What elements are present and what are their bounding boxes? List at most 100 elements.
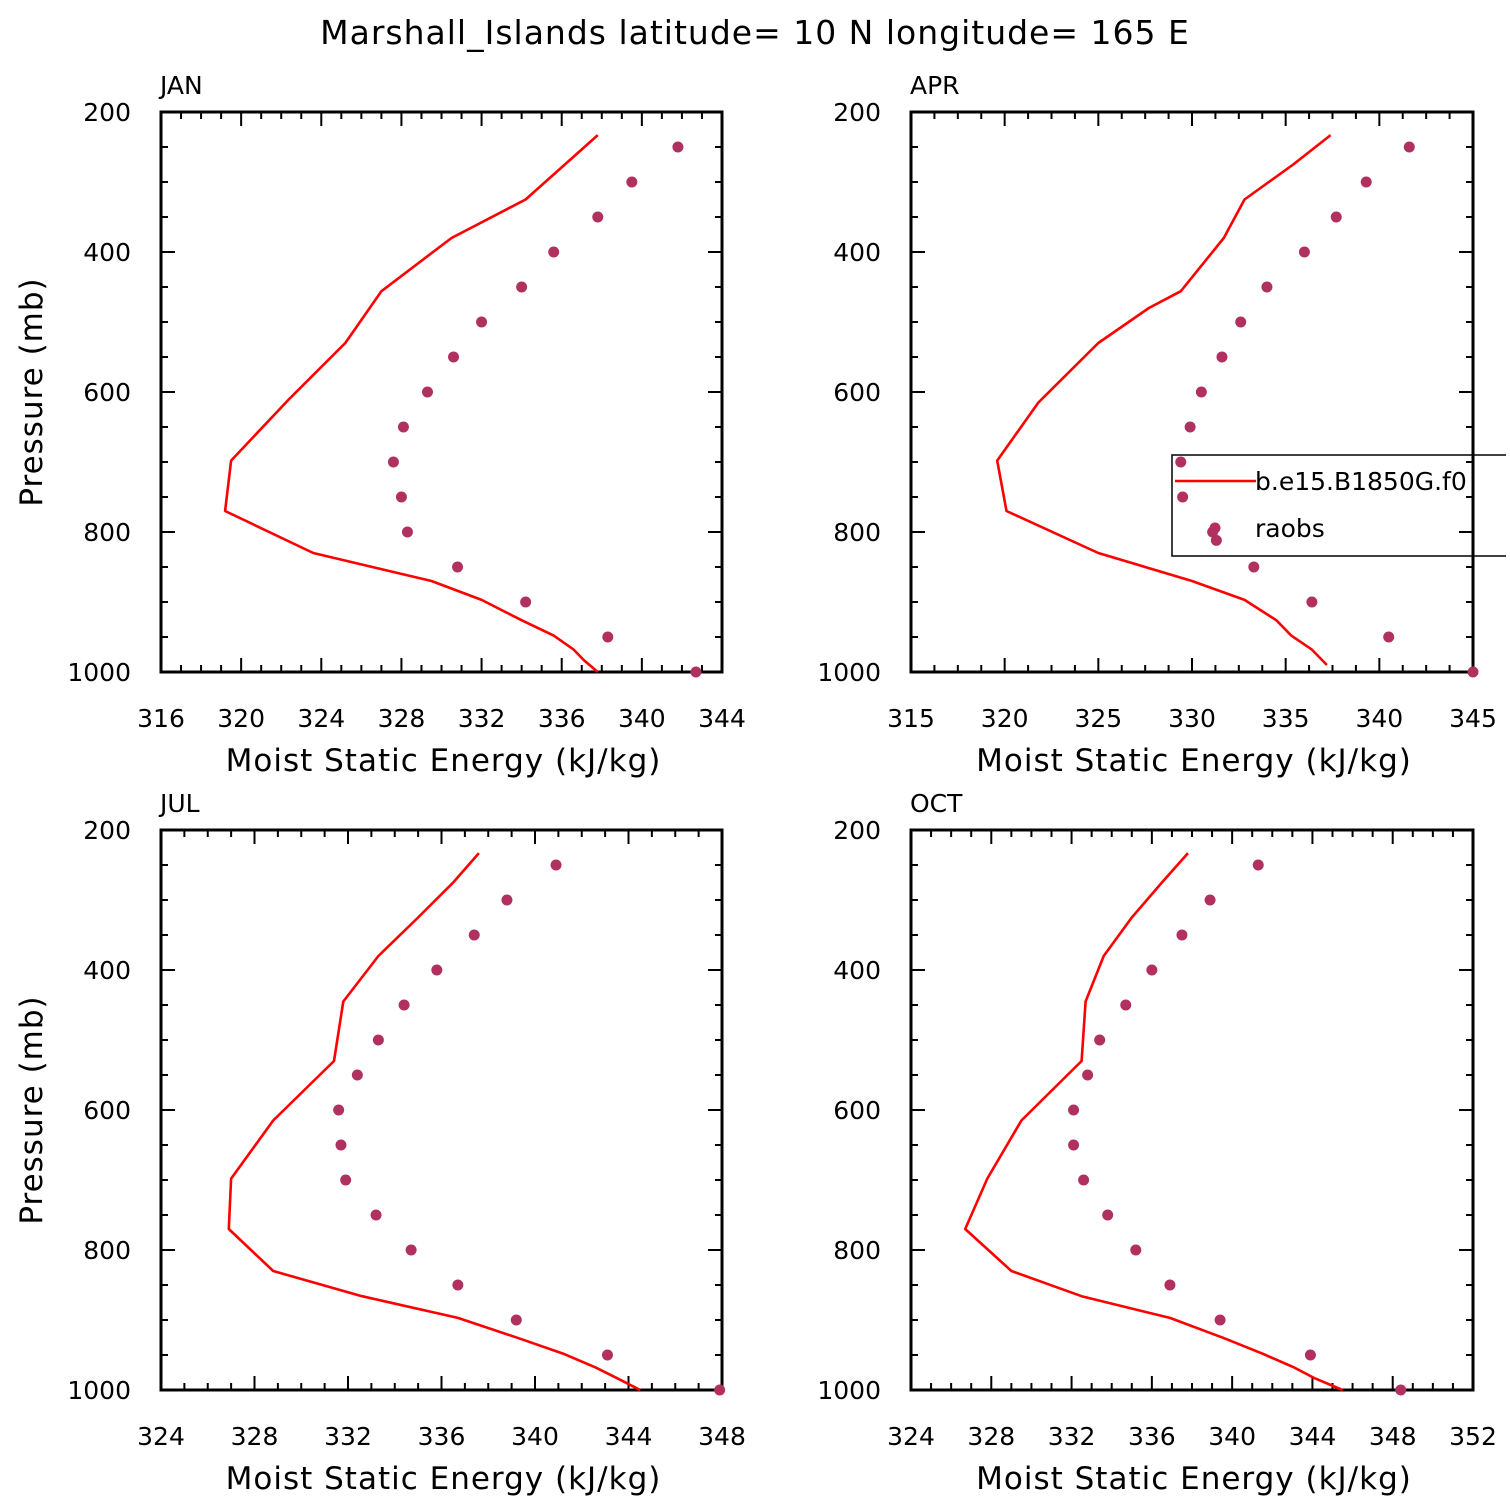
- y-axis-label: Pressure (mb): [14, 995, 50, 1224]
- raobs-point: [333, 1104, 345, 1116]
- raobs-point: [431, 964, 443, 976]
- x-tick-label: 324: [297, 704, 345, 733]
- raobs-point: [1252, 859, 1264, 871]
- y-tick-label: 800: [833, 1236, 881, 1265]
- plot-frame: [909, 828, 1475, 1392]
- x-tick-label: 336: [418, 1422, 466, 1451]
- raobs-point: [1082, 1069, 1094, 1081]
- raobs-point: [1383, 631, 1395, 643]
- x-tick-label: 348: [1369, 1422, 1417, 1451]
- x-tick-label: 340: [511, 1422, 559, 1451]
- legend-obs-label: raobs: [1255, 514, 1325, 543]
- raobs-point: [672, 141, 684, 153]
- x-axis-label: Moist Static Energy (kJ/kg): [226, 1461, 662, 1497]
- x-tick-label: 348: [698, 1422, 746, 1451]
- y-tick-label: 400: [83, 238, 131, 267]
- x-tick-label: 325: [1074, 704, 1122, 733]
- y-tick-label: 1000: [67, 1376, 131, 1405]
- raobs-point: [1078, 1174, 1090, 1186]
- panel-label: JUL: [158, 789, 200, 818]
- raobs-point: [370, 1209, 382, 1221]
- raobs-point: [1175, 456, 1187, 468]
- raobs-point: [1094, 1034, 1106, 1046]
- y-tick-label: 200: [833, 98, 881, 127]
- raobs-point: [401, 526, 413, 538]
- raobs-point: [421, 386, 433, 398]
- x-tick-label: 324: [137, 1422, 185, 1451]
- model-line: [227, 852, 641, 1392]
- x-tick-label: 344: [698, 704, 746, 733]
- y-tick-label: 400: [83, 956, 131, 985]
- x-tick-label: 316: [137, 704, 185, 733]
- raobs-point: [1204, 894, 1216, 906]
- raobs-point: [1177, 491, 1189, 503]
- panel-jul: JUL 324 328 332 336 340 344 348 200 400 600 800 1000…: [14, 789, 746, 1497]
- raobs-point: [601, 1349, 613, 1361]
- raobs-point: [1068, 1139, 1080, 1151]
- y-tick-label: 200: [83, 98, 131, 127]
- raobs-point: [335, 1139, 347, 1151]
- raobs-point: [372, 1034, 384, 1046]
- raobs-point: [1216, 351, 1228, 363]
- y-tick-label: 600: [833, 378, 881, 407]
- raobs-point: [1360, 176, 1372, 188]
- x-tick-label: 335: [1262, 704, 1310, 733]
- y-tick-label: 1000: [67, 658, 131, 687]
- panel-label: OCT: [910, 789, 963, 818]
- y-tick-label: 600: [833, 1096, 881, 1125]
- raobs-point: [476, 316, 488, 328]
- panel-label: APR: [910, 71, 960, 100]
- raobs-point: [1298, 246, 1310, 258]
- x-tick-label: 344: [1289, 1422, 1337, 1451]
- y-tick-label: 200: [833, 816, 881, 845]
- raobs-point: [516, 281, 528, 293]
- x-tick-label: 330: [1168, 704, 1216, 733]
- raobs-point: [448, 351, 460, 363]
- raobs-point: [452, 561, 464, 573]
- x-tick-label: 344: [605, 1422, 653, 1451]
- raobs-point: [468, 929, 480, 941]
- y-tick-label: 600: [83, 378, 131, 407]
- y-axis-label: Pressure (mb): [14, 277, 50, 506]
- raobs-point: [550, 859, 562, 871]
- plot-frame: [159, 828, 724, 1392]
- raobs-point: [405, 1244, 417, 1256]
- raobs-point: [387, 456, 399, 468]
- model-line: [995, 134, 1332, 666]
- raobs-point: [520, 596, 532, 608]
- x-axis-label: Moist Static Energy (kJ/kg): [976, 743, 1412, 779]
- raobs-point: [1403, 141, 1415, 153]
- model-line: [963, 852, 1344, 1392]
- x-axis-label: Moist Static Energy (kJ/kg): [976, 1461, 1412, 1497]
- raobs-point: [1304, 1349, 1316, 1361]
- raobs-point: [1130, 1244, 1142, 1256]
- x-tick-label: 320: [217, 704, 265, 733]
- raobs-point: [1195, 386, 1207, 398]
- legend-box: [1171, 454, 1506, 557]
- raobs-point: [1214, 1314, 1226, 1326]
- panel-apr: APR 315 320 325 330 335 340 345 200 400 600 800 1000…: [817, 71, 1496, 779]
- x-tick-label: 340: [1208, 1422, 1256, 1451]
- raobs-point: [548, 246, 560, 258]
- y-tick-label: 400: [833, 238, 881, 267]
- x-tick-label: 340: [618, 704, 666, 733]
- y-tick-label: 400: [833, 956, 881, 985]
- raobs-point: [714, 1384, 726, 1396]
- x-tick-label: 328: [231, 1422, 279, 1451]
- raobs-point: [510, 1314, 522, 1326]
- x-tick-label: 332: [458, 704, 506, 733]
- raobs-point: [1395, 1384, 1407, 1396]
- raobs-point: [1102, 1209, 1114, 1221]
- raobs-point: [398, 999, 410, 1011]
- panel-oct: OCT 324 328 332 336 340 344 348 352 200 400 600 800 1…: [817, 789, 1496, 1497]
- raobs-point: [1184, 421, 1196, 433]
- x-tick-label: 324: [887, 1422, 935, 1451]
- panel-jan: JAN 316 320 324 328 332 336 340 344 200 400 600 800 1…: [14, 71, 746, 779]
- plot-frame: [909, 110, 1475, 674]
- raobs-point: [452, 1279, 464, 1291]
- legend-marker-swatch: [1209, 522, 1221, 534]
- x-tick-label: 352: [1449, 1422, 1497, 1451]
- x-tick-label: 315: [887, 704, 935, 733]
- x-tick-label: 336: [538, 704, 586, 733]
